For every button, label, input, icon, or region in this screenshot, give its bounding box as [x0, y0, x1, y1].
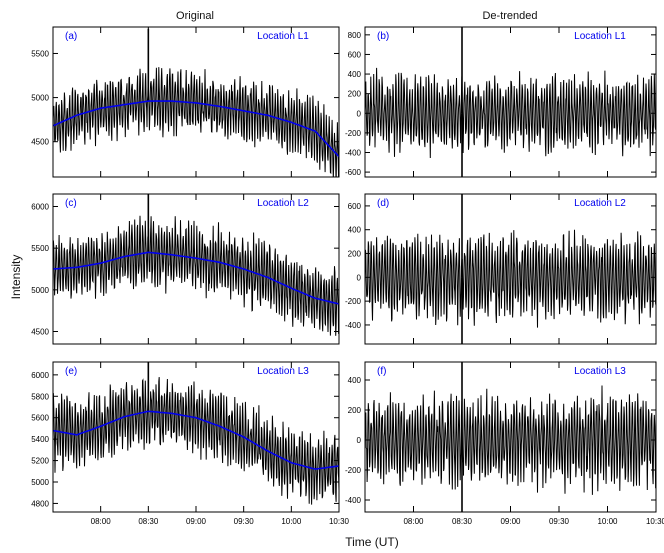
y-tick-label: 5800 [31, 392, 49, 401]
y-tick-label: 5400 [31, 435, 49, 444]
y-tick-label: -600 [345, 168, 362, 177]
y-tick-label: 4500 [31, 138, 49, 147]
y-tick-label: 4800 [31, 499, 49, 508]
signal-line [365, 67, 656, 159]
y-tick-label: 5000 [31, 478, 49, 487]
y-tick-label: 5200 [31, 457, 49, 466]
y-tick-label: 200 [348, 406, 362, 415]
signal-line [53, 377, 339, 505]
y-tick-label: 6000 [31, 203, 49, 212]
location-label: Location L2 [257, 198, 309, 209]
panel-a: 4500 5000 5500 (a) Location L1 [31, 26, 340, 178]
x-tick-label: 10:00 [597, 517, 618, 526]
y-tick-label: 600 [348, 50, 362, 59]
y-tick-label: -400 [345, 496, 362, 505]
x-tick-label: 08:00 [403, 517, 424, 526]
panel-e: 4800 5000 5200 5400 5600 5800 6000 08:00 08:30 09… [31, 361, 350, 526]
panel-d: -400 -200 0 200 400 600 (d) Location L2 [345, 193, 657, 345]
y-tick-label: -400 [345, 148, 362, 157]
location-label: Location L2 [574, 198, 626, 209]
x-tick-label: 09:00 [186, 517, 207, 526]
y-tick-label: 400 [348, 70, 362, 79]
x-tick-label: 10:00 [281, 517, 302, 526]
x-axis-title: Time (UT) [345, 535, 399, 549]
panel-label: (d) [377, 198, 389, 209]
y-tick-label: 400 [348, 226, 362, 235]
y-tick-label: 5500 [31, 244, 49, 253]
signal-line [53, 67, 339, 177]
x-tick-label: 09:00 [500, 517, 521, 526]
y-tick-label: 5600 [31, 414, 49, 423]
y-tick-label: 200 [348, 250, 362, 259]
y-tick-label: 5500 [31, 49, 49, 58]
location-label: Location L3 [257, 366, 309, 377]
panel-b: -600 -400 -200 0 200 400 600 800 (b) Location L1 [345, 26, 657, 178]
x-tick-label: 10:30 [329, 517, 350, 526]
original-column-title: Original [176, 10, 214, 22]
panel-f: -400 -200 0 200 400 08:00 08:30 09:00 09:30 10:00… [345, 361, 664, 526]
y-tick-label: -200 [345, 466, 362, 475]
signal-line [365, 229, 656, 328]
panel-label: (e) [65, 366, 77, 377]
panel-label: (b) [377, 31, 389, 42]
panel-c: 4500 5000 5500 6000 (c) Location L2 [31, 193, 340, 345]
y-tick-label: 200 [348, 90, 362, 99]
y-tick-label: 5000 [31, 286, 49, 295]
y-tick-label: 0 [357, 273, 362, 282]
panel-label: (a) [65, 31, 77, 42]
signal-line [53, 215, 339, 336]
signal-line [365, 385, 656, 495]
y-tick-label: 800 [348, 31, 362, 40]
x-tick-label: 08:30 [452, 517, 473, 526]
y-tick-label: -400 [345, 321, 362, 330]
location-label: Location L1 [574, 31, 626, 42]
x-tick-label: 08:30 [138, 517, 159, 526]
panel-label: (f) [377, 366, 386, 377]
x-tick-label: 09:30 [549, 517, 570, 526]
x-tick-label: 08:00 [91, 517, 112, 526]
y-tick-label: 0 [357, 109, 362, 118]
x-tick-label: 10:30 [646, 517, 664, 526]
panel-label: (c) [65, 198, 77, 209]
y-tick-label: 0 [357, 436, 362, 445]
detrended-column-title: De-trended [482, 10, 538, 22]
location-label: Location L3 [574, 366, 626, 377]
y-tick-label: 600 [348, 202, 362, 211]
y-tick-label: -200 [345, 297, 362, 306]
trend-line [53, 100, 339, 158]
location-label: Location L1 [257, 31, 309, 42]
y-tick-label: 6000 [31, 371, 49, 380]
y-tick-label: 400 [348, 376, 362, 385]
trend-line [53, 410, 339, 470]
trend-line [53, 251, 339, 305]
y-tick-label: 4500 [31, 328, 49, 337]
x-tick-label: 09:30 [234, 517, 255, 526]
y-tick-label: 5000 [31, 94, 49, 103]
y-tick-label: -200 [345, 129, 362, 138]
